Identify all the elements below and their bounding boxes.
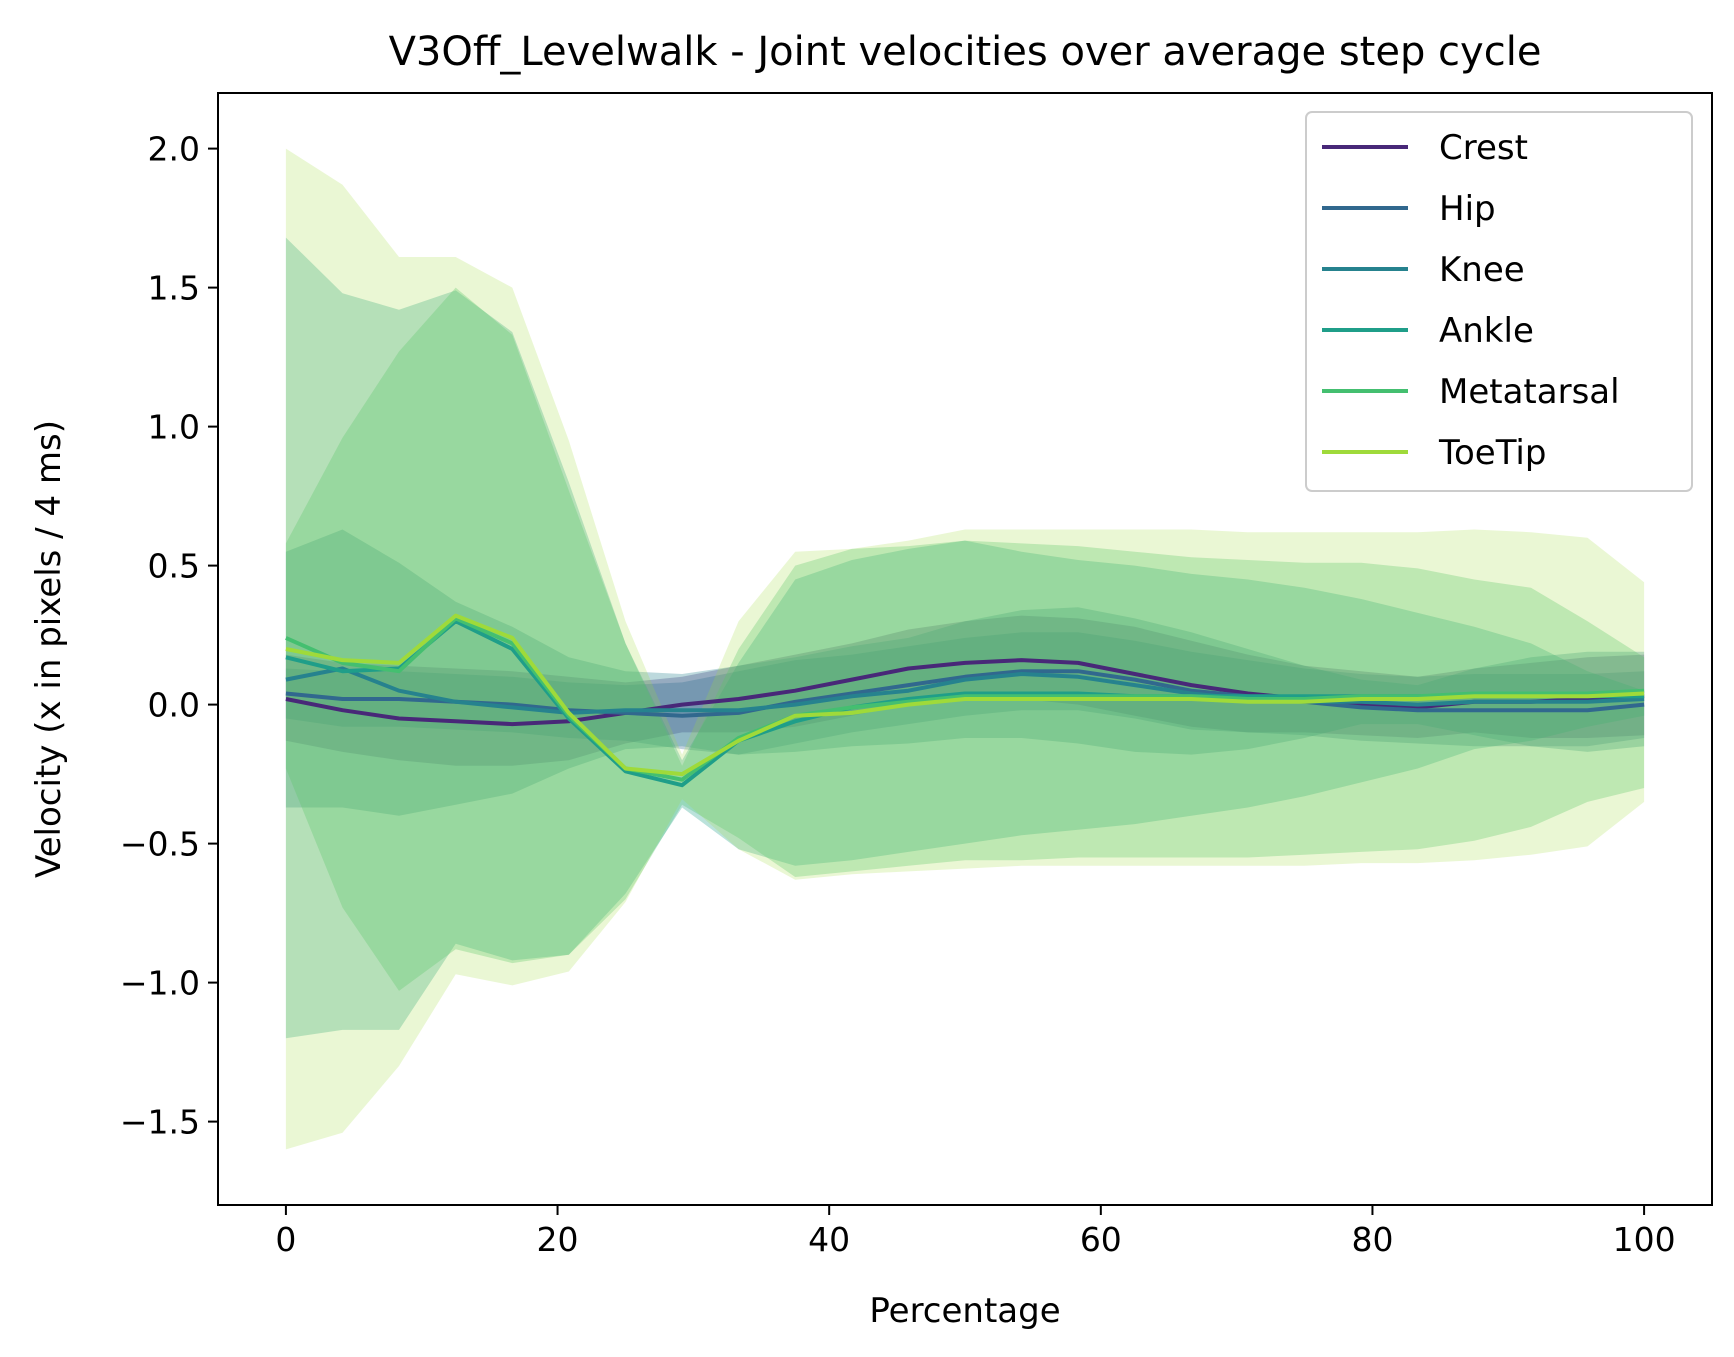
- y-tick-label: 1.5: [148, 269, 200, 308]
- line-knee: [285, 666, 1645, 715]
- y-tick-label: 0.5: [148, 547, 200, 586]
- band-metatarsal: [285, 287, 1645, 991]
- legend-items: Crest Hip Knee Ankle Metatarsal ToeTip: [1322, 128, 1620, 473]
- y-tick-label: 2.0: [148, 130, 200, 169]
- band-toetip: [285, 148, 1645, 1150]
- legend-label-ankle: Ankle: [1439, 311, 1534, 351]
- band-knee: [285, 529, 1645, 816]
- x-tick-label: 60: [1080, 1220, 1122, 1259]
- x-tick-label: 0: [275, 1220, 296, 1259]
- line-hip: [285, 669, 1645, 718]
- legend: Crest Hip Knee Ankle Metatarsal ToeTip: [1305, 111, 1693, 492]
- legend-label-toetip: ToeTip: [1438, 433, 1546, 473]
- line-crest: [285, 658, 1645, 727]
- chart-title: V3Off_Levelwalk - Joint velocities over …: [389, 29, 1542, 75]
- series-lines: [285, 613, 1645, 788]
- y-tick-label: −1.0: [120, 964, 200, 1003]
- plot-frame: [217, 92, 1713, 1206]
- y-tick-label: 1.0: [148, 408, 200, 447]
- legend-label-hip: Hip: [1439, 189, 1496, 229]
- y-tick-label: 0.0: [148, 686, 200, 725]
- y-axis: −1.5 −1.0 −0.5 0.0 0.5 1.0 1.5 2.0: [120, 130, 218, 1142]
- line-metatarsal: [285, 616, 1645, 782]
- line-toetip: [285, 613, 1645, 777]
- band-crest: [285, 615, 1645, 766]
- x-axis-label: Percentage: [869, 1291, 1060, 1331]
- x-tick-label: 40: [808, 1220, 850, 1259]
- legend-label-crest: Crest: [1439, 128, 1528, 168]
- x-tick-label: 100: [1613, 1220, 1676, 1259]
- x-tick-label: 20: [537, 1220, 579, 1259]
- legend-label-metatarsal: Metatarsal: [1439, 372, 1620, 412]
- y-tick-label: −0.5: [120, 825, 200, 864]
- x-tick-label: 80: [1351, 1220, 1393, 1259]
- legend-label-knee: Knee: [1439, 250, 1525, 290]
- band-ankle: [285, 237, 1645, 1039]
- x-axis: 0 20 40 60 80 100: [275, 1205, 1676, 1259]
- y-axis-label: Velocity (x in pixels / 4 ms): [29, 420, 69, 878]
- y-tick-label: −1.5: [120, 1103, 200, 1142]
- confidence-bands: [285, 148, 1645, 1150]
